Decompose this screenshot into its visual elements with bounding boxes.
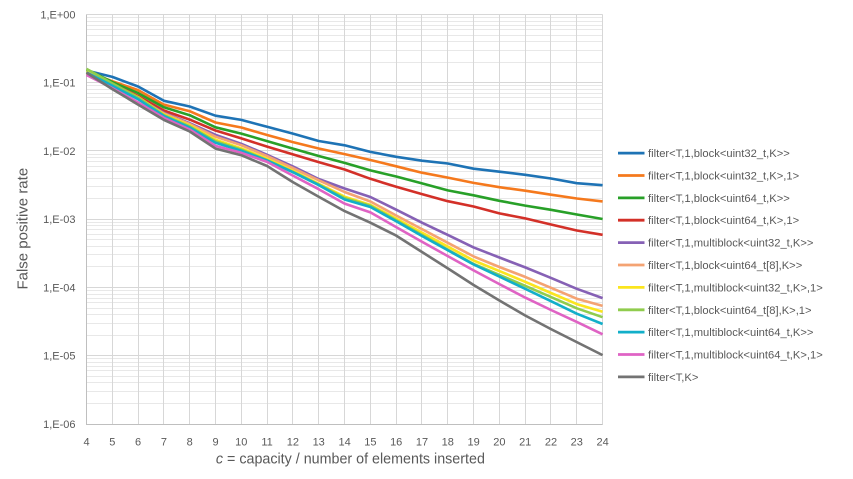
svg-text:filter<T,K>: filter<T,K> — [648, 372, 698, 384]
svg-text:5: 5 — [109, 436, 115, 448]
svg-text:19: 19 — [467, 436, 479, 448]
svg-text:1,E+00: 1,E+00 — [40, 9, 75, 21]
svg-text:16: 16 — [390, 436, 402, 448]
svg-text:18: 18 — [442, 436, 454, 448]
svg-text:24: 24 — [596, 436, 608, 448]
svg-text:11: 11 — [261, 436, 272, 448]
svg-text:6: 6 — [135, 436, 141, 448]
svg-text:filter<T,1,block<uint64_t[8],K: filter<T,1,block<uint64_t[8],K>,1> — [648, 305, 812, 317]
svg-text:12: 12 — [287, 436, 299, 448]
svg-text:23: 23 — [571, 436, 583, 448]
svg-text:filter<T,1,block<uint64_t[8],K: filter<T,1,block<uint64_t[8],K>> — [648, 260, 802, 272]
svg-text:4: 4 — [83, 436, 89, 448]
svg-text:1,E-01: 1,E-01 — [43, 78, 75, 90]
svg-text:filter<T,1,multiblock<uint64_t: filter<T,1,multiblock<uint64_t,K>,1> — [648, 350, 823, 362]
svg-text:9: 9 — [212, 436, 218, 448]
svg-text:20: 20 — [493, 436, 505, 448]
svg-text:filter<T,1,block<uint32_t,K>>: filter<T,1,block<uint32_t,K>> — [648, 148, 790, 160]
svg-text:c = capacity / number of eleme: c = capacity / number of elements insert… — [216, 451, 485, 467]
svg-text:filter<T,1,multiblock<uint32_t: filter<T,1,multiblock<uint32_t,K>> — [648, 238, 813, 250]
svg-text:15: 15 — [364, 436, 376, 448]
svg-text:13: 13 — [313, 436, 325, 448]
svg-text:14: 14 — [338, 436, 350, 448]
svg-text:1,E-02: 1,E-02 — [43, 146, 75, 158]
svg-text:filter<T,1,multiblock<uint64_t: filter<T,1,multiblock<uint64_t,K>> — [648, 327, 813, 339]
svg-text:17: 17 — [416, 436, 428, 448]
svg-text:1,E-03: 1,E-03 — [43, 214, 75, 226]
svg-text:1,E-06: 1,E-06 — [43, 419, 75, 431]
svg-text:1,E-04: 1,E-04 — [43, 282, 75, 294]
svg-text:filter<T,1,block<uint64_t,K>,1: filter<T,1,block<uint64_t,K>,1> — [648, 215, 799, 227]
svg-text:filter<T,1,multiblock<uint32_t: filter<T,1,multiblock<uint32_t,K>,1> — [648, 282, 823, 294]
svg-text:filter<T,1,block<uint32_t,K>,1: filter<T,1,block<uint32_t,K>,1> — [648, 171, 799, 183]
svg-text:filter<T,1,block<uint64_t,K>>: filter<T,1,block<uint64_t,K>> — [648, 193, 790, 205]
svg-text:8: 8 — [187, 436, 193, 448]
svg-text:False positive rate: False positive rate — [15, 168, 32, 290]
svg-text:10: 10 — [235, 436, 247, 448]
svg-text:21: 21 — [519, 436, 531, 448]
svg-text:7: 7 — [161, 436, 167, 448]
svg-text:22: 22 — [545, 436, 557, 448]
svg-text:1,E-05: 1,E-05 — [43, 351, 75, 363]
